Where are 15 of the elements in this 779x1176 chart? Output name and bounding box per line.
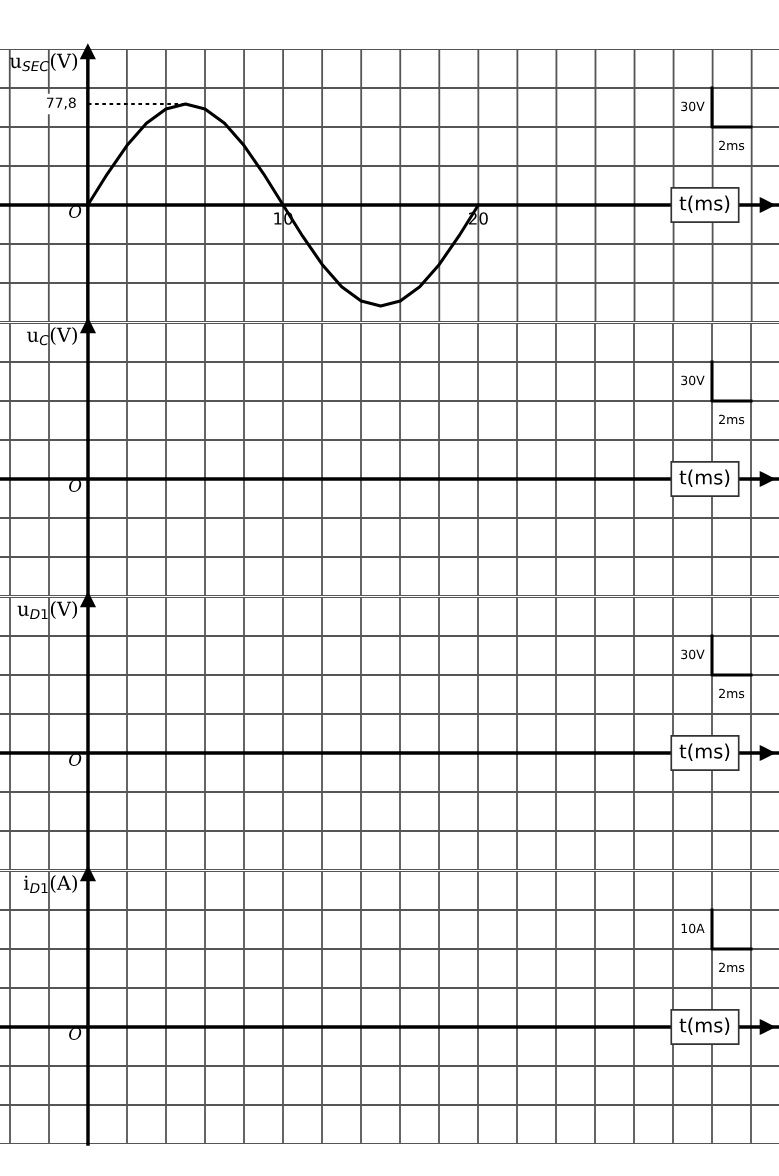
x-axis-title: t(ms) [679, 195, 730, 213]
text: 10A [681, 923, 705, 934]
text: u$_{D1}$(V) [17, 601, 78, 620]
text: 30V [681, 375, 705, 386]
text: t(ms) [679, 469, 730, 487]
text: 2ms [719, 688, 745, 699]
annotation: 77,8 [46, 97, 76, 110]
text: 30V [681, 649, 705, 660]
text: 2ms [719, 962, 745, 973]
text: 2ms [719, 414, 745, 425]
text: i$_{D1}$(A) [23, 875, 77, 894]
text: t(ms) [679, 1017, 730, 1035]
text: t(ms) [679, 743, 730, 761]
annotation: 2ms [719, 140, 745, 151]
annotation: 30V [681, 101, 705, 112]
